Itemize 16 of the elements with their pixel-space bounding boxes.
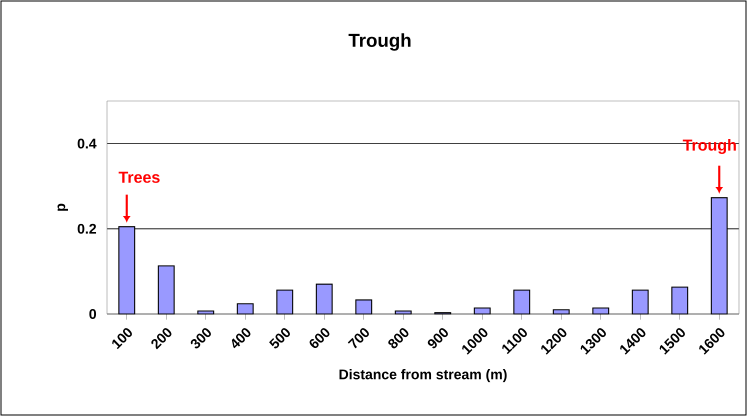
annotation: Trees <box>118 172 160 183</box>
y-tick-label: 0.2 <box>78 224 96 234</box>
chart-title: Trough <box>348 33 410 51</box>
x-tick-label: 800 <box>388 328 408 348</box>
x-tick-label: 900 <box>428 328 448 348</box>
y-tick-label: 0.4 <box>78 138 97 149</box>
x-axis-title: Distance from stream (m) <box>340 369 507 382</box>
x-tick-label: 400 <box>232 328 250 348</box>
x-tick-label: 700 <box>348 328 369 348</box>
y-tick-label: 0 <box>89 309 96 319</box>
x-tick-label: 100 <box>112 328 132 350</box>
x-tick-label: 600 <box>310 328 330 348</box>
y-axis-title: p <box>58 204 68 211</box>
x-tick-label: 500 <box>269 328 290 348</box>
x-tick-label: 300 <box>190 328 211 348</box>
x-tick-label: 200 <box>151 328 172 350</box>
